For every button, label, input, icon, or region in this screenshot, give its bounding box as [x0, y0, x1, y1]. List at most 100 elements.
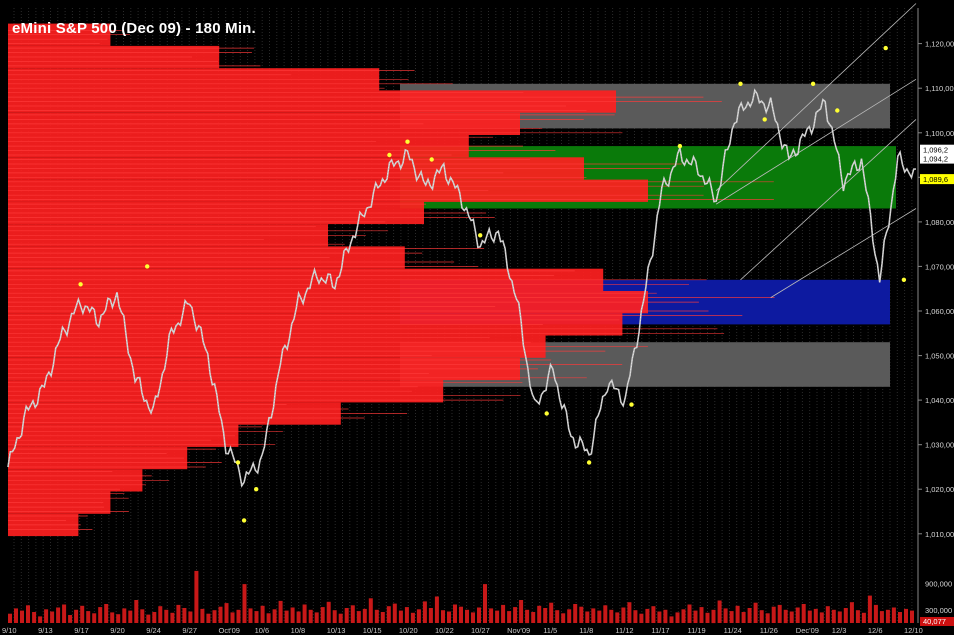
volume-bar — [122, 608, 127, 623]
x-tick-label: Dec'09 — [796, 626, 819, 635]
volume-bar — [272, 609, 277, 623]
price-tag-label: 1,094,2 — [923, 155, 948, 164]
volume-bar — [747, 608, 752, 623]
volume-bar — [314, 612, 319, 623]
volume-bar — [278, 600, 283, 623]
volume-bar — [801, 604, 806, 623]
x-tick-label: 11/12 — [615, 626, 633, 635]
x-tick-label: 11/19 — [688, 626, 706, 635]
volume-bar — [495, 610, 500, 623]
volume-bar — [344, 608, 349, 623]
volume-bar — [302, 604, 307, 623]
x-tick-label: 9/17 — [74, 626, 89, 635]
volume-bar — [837, 611, 842, 623]
volume-bar — [471, 612, 475, 623]
volume-bar — [182, 608, 187, 623]
y-tick-label: 1,070,00 — [925, 262, 954, 271]
volume-bar — [501, 604, 506, 623]
swing-point — [901, 277, 907, 282]
volume-bar — [32, 612, 37, 623]
volume-bar — [398, 610, 403, 623]
trend-line — [740, 119, 917, 281]
volume-bar — [128, 610, 133, 623]
swing-point — [835, 108, 840, 113]
x-tick-label: 9/13 — [38, 626, 53, 635]
y-tick-label: 1,040,00 — [925, 396, 954, 405]
y-tick-label: 1,120,00 — [925, 40, 954, 49]
volume-bar — [675, 612, 680, 623]
volume-bar — [8, 613, 12, 623]
volume-bar — [194, 570, 199, 623]
y-tick-label: 1,080,00 — [925, 218, 954, 227]
volume-bar — [783, 609, 788, 624]
volume-bar — [374, 609, 379, 624]
volume-bar — [910, 610, 914, 623]
volume-bar — [104, 604, 109, 623]
volume-bar — [825, 606, 830, 623]
volume-bar — [627, 602, 632, 623]
volume-bar — [633, 610, 638, 623]
volume-panel: 900,000 300,000 40,077 — [8, 570, 954, 626]
volume-bar — [176, 604, 181, 623]
volume-bar — [50, 611, 55, 623]
volume-bar — [80, 605, 85, 623]
volume-current-tag — [920, 617, 954, 626]
volume-bar — [735, 605, 740, 623]
x-tick-label: 9/27 — [182, 626, 197, 635]
volume-bar — [813, 608, 818, 623]
swing-points — [78, 45, 907, 523]
volume-bar — [356, 611, 361, 623]
volume-bar — [651, 606, 656, 623]
swing-point — [235, 460, 241, 465]
swing-point — [241, 518, 247, 523]
volume-bar — [537, 605, 542, 623]
volume-bar — [392, 603, 397, 623]
volume-bar — [146, 614, 151, 623]
trend-line — [770, 208, 917, 298]
volume-bar — [260, 605, 265, 623]
volume-bar — [248, 608, 253, 623]
volume-tick-label: 300,000 — [925, 606, 952, 615]
volume-bar — [579, 606, 584, 623]
volume-bar — [609, 609, 614, 624]
x-tick-label: 9/10 — [2, 626, 17, 635]
x-tick-label: 9/20 — [110, 626, 125, 635]
volume-bar — [711, 609, 716, 624]
x-tick-label: 10/15 — [363, 626, 382, 635]
volume-bar — [603, 605, 608, 623]
price-tag-label: 1,096,2 — [923, 146, 948, 155]
volume-bar — [891, 607, 896, 623]
volume-bar — [669, 616, 674, 623]
volume-bar — [200, 608, 205, 623]
volume-bar — [242, 584, 247, 623]
volume-bar — [86, 611, 91, 623]
volume-bar — [434, 596, 439, 623]
volume-bar — [657, 611, 662, 623]
volume-bar — [284, 610, 289, 623]
swing-point — [544, 411, 549, 416]
swing-point — [586, 460, 592, 465]
volume-bar — [873, 604, 878, 623]
volume-bar — [477, 607, 481, 623]
volume-bar — [867, 595, 872, 623]
volume-bar — [38, 616, 43, 623]
volume-bar — [591, 608, 596, 623]
volume-bar — [441, 610, 445, 623]
swing-point — [883, 45, 888, 51]
volume-bar — [230, 612, 235, 623]
volume-current-label: 40,077 — [923, 617, 946, 626]
axes: 1,010,00 1,020,00 1,030,00 1,040,00 1,050,00… — [2, 8, 954, 635]
swing-point — [629, 402, 634, 407]
x-tick-label: 10/22 — [435, 626, 454, 635]
volume-bar — [489, 608, 494, 623]
volume-bar — [519, 600, 524, 623]
trend-line — [715, 3, 917, 191]
volume-bar — [819, 612, 824, 623]
price-tag — [920, 174, 954, 185]
volume-bar — [62, 604, 67, 623]
x-tick-label: 10/8 — [291, 626, 306, 635]
volume-bar — [254, 611, 259, 623]
trend-line — [715, 78, 917, 205]
